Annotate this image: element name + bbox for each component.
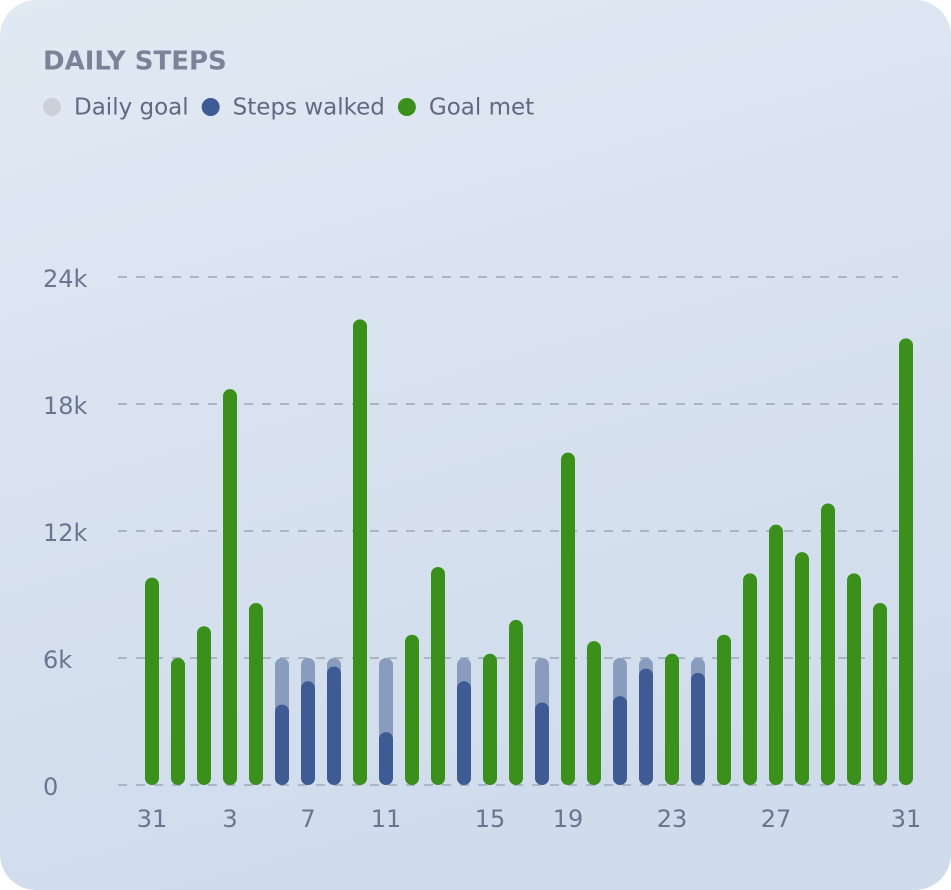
steps-bar [509, 619, 523, 785]
steps-bar [561, 452, 575, 785]
y-tick-label: 0 [43, 773, 58, 801]
steps-bar [171, 658, 185, 785]
steps-bar [847, 573, 861, 785]
steps-bar [431, 566, 445, 785]
x-tick-label: 19 [553, 805, 584, 833]
legend-swatch [43, 98, 61, 116]
steps-bar [769, 524, 783, 785]
y-tick-label: 18k [43, 392, 88, 420]
steps-bar [301, 681, 315, 785]
x-tick-label: 15 [475, 805, 506, 833]
steps-bar [873, 602, 887, 785]
x-tick-label: 3 [222, 805, 237, 833]
steps-bar [457, 681, 471, 785]
legend-swatch [201, 98, 220, 116]
chart-title: DAILY STEPS [43, 47, 227, 77]
steps-bar [639, 668, 653, 785]
x-tick-label: 31 [137, 805, 168, 833]
steps-bar [249, 602, 263, 785]
y-tick-label: 12k [43, 519, 88, 547]
steps-bar [379, 732, 393, 785]
steps-bar [691, 672, 705, 785]
steps-bar [483, 653, 497, 785]
x-tick-label: 23 [657, 805, 688, 833]
legend-label: Goal met [429, 95, 534, 121]
steps-bar [327, 666, 341, 785]
steps-bar [223, 389, 237, 785]
x-tick-label: 11 [371, 805, 402, 833]
y-tick-label: 6k [43, 646, 72, 674]
steps-bar [535, 702, 549, 785]
steps-bar [899, 338, 913, 785]
steps-bar [717, 634, 731, 785]
steps-bar [145, 577, 159, 785]
steps-bar [353, 319, 367, 785]
x-tick-label: 27 [761, 805, 792, 833]
steps-bar [795, 552, 809, 785]
x-tick-label: 31 [891, 805, 922, 833]
steps-bar [275, 704, 289, 785]
y-tick-label: 24k [43, 265, 88, 293]
legend-label: Steps walked [233, 95, 385, 121]
steps-bar [587, 641, 601, 785]
steps-bar [197, 626, 211, 785]
legend-label: Daily goal [74, 95, 189, 121]
x-tick-label: 7 [300, 805, 315, 833]
steps-bar [405, 634, 419, 785]
steps-bar [665, 653, 679, 785]
steps-bar [743, 573, 757, 785]
steps-bar [613, 696, 627, 785]
steps-bar [821, 503, 835, 785]
legend-swatch [397, 98, 416, 116]
